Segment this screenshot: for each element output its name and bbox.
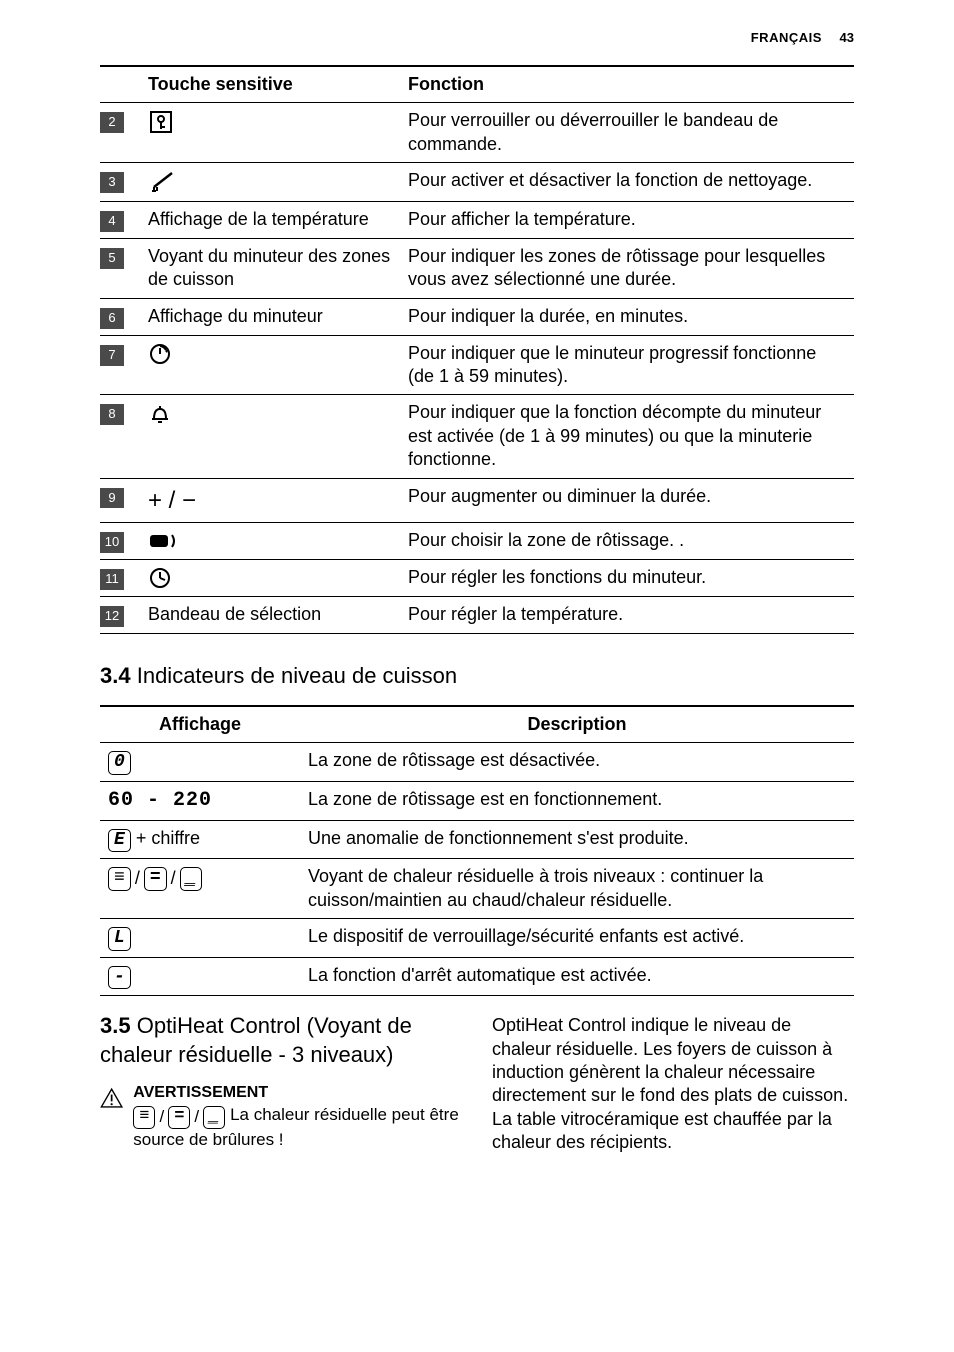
func-cell: Pour indiquer que le minuteur progressif… bbox=[400, 335, 854, 395]
section-3-5-heading: 3.5 OptiHeat Control (Voyant de chaleur … bbox=[100, 1012, 462, 1069]
func-cell: Pour verrouiller ou déverrouiller le ban… bbox=[400, 103, 854, 163]
display-digit: - bbox=[108, 966, 131, 990]
table-row: 12 Bandeau de sélection Pour régler la t… bbox=[100, 597, 854, 634]
display-digit: 0 bbox=[108, 751, 131, 775]
section-title: OptiHeat Control (Voyant de chaleur rési… bbox=[100, 1013, 412, 1067]
func-cell: Pour régler la température. bbox=[400, 597, 854, 634]
section-3-4-heading: 3.4 Indicateurs de niveau de cuisson bbox=[100, 662, 854, 691]
touch-cell: Voyant du minuteur des zones de cuisson bbox=[140, 238, 400, 298]
func-cell: Pour indiquer les zones de rôtissage pou… bbox=[400, 238, 854, 298]
section-3-5: 3.5 OptiHeat Control (Voyant de chaleur … bbox=[100, 1006, 854, 1154]
row-number-badge: 2 bbox=[100, 112, 124, 133]
table-row: 11 Pour régler les fonctions du minuteur… bbox=[100, 560, 854, 597]
heat-level-set-icon: ≡ / = / ‗ bbox=[133, 1106, 225, 1128]
section-number: 3.4 bbox=[100, 663, 131, 688]
warning-icon bbox=[100, 1083, 123, 1113]
desc-cell: La zone de rôtissage est désactivée. bbox=[300, 743, 854, 782]
desc-cell: La zone de rôtissage est en fonctionneme… bbox=[300, 781, 854, 820]
bell-countdown-icon bbox=[148, 402, 172, 426]
row-number-badge: 8 bbox=[100, 404, 124, 425]
indicator-table: Affichage Description 0 La zone de rôtis… bbox=[100, 705, 854, 997]
header-page-number: 43 bbox=[840, 30, 854, 45]
touch-cell: Affichage du minuteur bbox=[140, 298, 400, 335]
description-header: Description bbox=[300, 706, 854, 743]
row-number-badge: 7 bbox=[100, 345, 124, 366]
page-header: FRANÇAIS 43 bbox=[100, 30, 854, 47]
plus-minus-text: + / − bbox=[148, 487, 196, 514]
display-digit: L bbox=[108, 927, 131, 951]
func-cell: Pour choisir la zone de rôtissage. . bbox=[400, 522, 854, 559]
row-number-badge: 3 bbox=[100, 172, 124, 193]
row-number-badge: 10 bbox=[100, 532, 124, 553]
row-number-badge: 12 bbox=[100, 606, 124, 627]
func-cell: Pour afficher la température. bbox=[400, 202, 854, 239]
display-digit: E bbox=[108, 829, 131, 853]
sensitive-touch-table: Touche sensitive Fonction 2 Pour verroui… bbox=[100, 65, 854, 634]
section-title: Indicateurs de niveau de cuisson bbox=[137, 663, 457, 688]
desc-cell: Voyant de chaleur résiduelle à trois niv… bbox=[300, 859, 854, 919]
table-row: E + chiffre Une anomalie de fonctionneme… bbox=[100, 820, 854, 859]
col-func-header: Fonction bbox=[400, 66, 854, 103]
table-row: 10 Pour choisir la zone de rôtissage. . bbox=[100, 522, 854, 559]
row-number-badge: 9 bbox=[100, 488, 124, 509]
heat-level-set-icon: ≡ / = / ‗ bbox=[108, 867, 202, 891]
display-range: 60 - 220 bbox=[108, 789, 212, 812]
table-row: 9 + / − Pour augmenter ou diminuer la du… bbox=[100, 478, 854, 522]
count-up-timer-icon bbox=[148, 342, 172, 366]
table-row: ≡ / = / ‗ Voyant de chaleur résiduelle à… bbox=[100, 859, 854, 919]
desc-cell: La fonction d'arrêt automatique est acti… bbox=[300, 957, 854, 996]
table-row: 2 Pour verrouiller ou déverrouiller le b… bbox=[100, 103, 854, 163]
row-number-badge: 11 bbox=[100, 569, 124, 590]
func-cell: Pour augmenter ou diminuer la durée. bbox=[400, 478, 854, 522]
func-cell: Pour régler les fonctions du minuteur. bbox=[400, 560, 854, 597]
table-row: 6 Affichage du minuteur Pour indiquer la… bbox=[100, 298, 854, 335]
table-row: 4 Affichage de la température Pour affic… bbox=[100, 202, 854, 239]
section-number: 3.5 bbox=[100, 1013, 131, 1038]
warning-block: AVERTISSEMENT ≡ / = / ‗ La chaleur résid… bbox=[100, 1083, 462, 1150]
row-number-badge: 4 bbox=[100, 211, 124, 232]
table-row: 8 Pour indiquer que la fonction décompte… bbox=[100, 395, 854, 478]
desc-cell: Une anomalie de fonctionnement s'est pro… bbox=[300, 820, 854, 859]
col-touch-header: Touche sensitive bbox=[140, 66, 400, 103]
row-number-badge: 5 bbox=[100, 248, 124, 269]
clock-icon bbox=[148, 566, 172, 590]
func-cell: Pour indiquer la durée, en minutes. bbox=[400, 298, 854, 335]
touch-cell: Affichage de la température bbox=[140, 202, 400, 239]
table-row: - La fonction d'arrêt automatique est ac… bbox=[100, 957, 854, 996]
table-row: 3 Pour activer et désactiver la fonction… bbox=[100, 163, 854, 202]
header-language: FRANÇAIS bbox=[751, 30, 822, 45]
table-row: 60 - 220 La zone de rôtissage est en fon… bbox=[100, 781, 854, 820]
display-suffix: + chiffre bbox=[131, 828, 200, 848]
zone-select-icon bbox=[148, 529, 182, 553]
table-row: L Le dispositif de verrouillage/sécurité… bbox=[100, 919, 854, 958]
section-3-5-body: OptiHeat Control indique le niveau de ch… bbox=[492, 1014, 854, 1154]
row-number-badge: 6 bbox=[100, 308, 124, 329]
warning-label: AVERTISSEMENT bbox=[133, 1083, 462, 1104]
lock-key-icon bbox=[148, 109, 174, 135]
warning-text: ≡ / = / ‗ La chaleur résiduelle peut êtr… bbox=[133, 1104, 462, 1150]
func-cell: Pour activer et désactiver la fonction d… bbox=[400, 163, 854, 202]
desc-cell: Le dispositif de verrouillage/sécurité e… bbox=[300, 919, 854, 958]
cleaning-icon bbox=[148, 169, 178, 195]
table-row: 7 Pour indiquer que le minuteur progress… bbox=[100, 335, 854, 395]
table-row: 0 La zone de rôtissage est désactivée. bbox=[100, 743, 854, 782]
col-num-header bbox=[100, 66, 140, 103]
affichage-header: Affichage bbox=[100, 706, 300, 743]
table-row: 5 Voyant du minuteur des zones de cuisso… bbox=[100, 238, 854, 298]
func-cell: Pour indiquer que la fonction décompte d… bbox=[400, 395, 854, 478]
touch-cell: Bandeau de sélection bbox=[140, 597, 400, 634]
